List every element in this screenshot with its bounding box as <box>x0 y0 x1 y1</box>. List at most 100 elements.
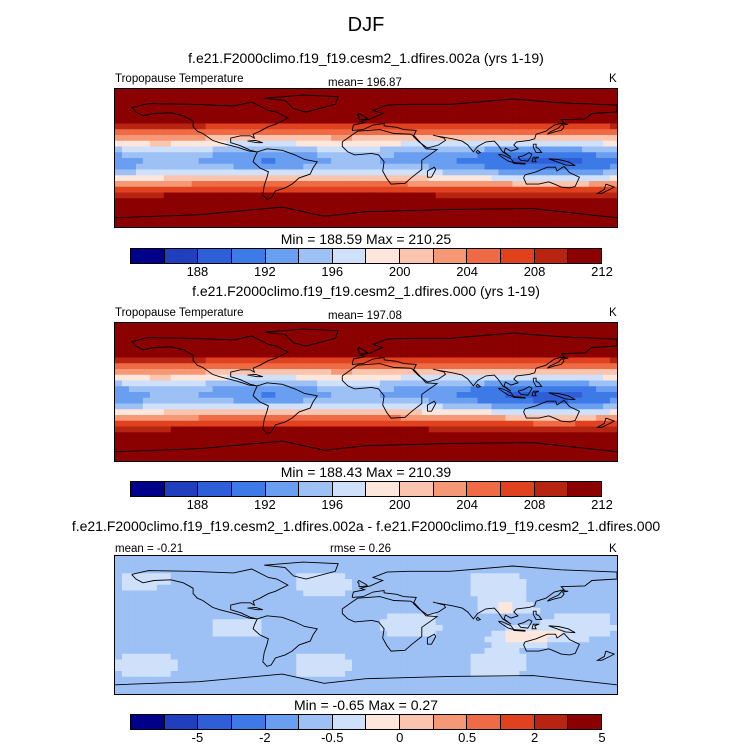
field-cell <box>603 175 611 182</box>
field-cell <box>547 192 555 199</box>
field-cell <box>519 135 527 142</box>
field-cell <box>463 613 472 620</box>
field-cell <box>170 328 179 336</box>
field-cell <box>428 129 437 136</box>
field-cell <box>212 642 221 649</box>
field-cell <box>540 386 548 393</box>
field-cell <box>379 573 388 580</box>
field-cell <box>400 432 409 439</box>
field-cell <box>303 152 311 159</box>
field-cell <box>400 158 409 165</box>
field-cell <box>386 642 395 649</box>
field-cell <box>121 403 130 410</box>
field-cell <box>177 397 186 405</box>
field-cell <box>372 438 381 445</box>
field-cell <box>421 573 430 580</box>
field-cell <box>317 397 325 405</box>
field-cell <box>456 403 465 410</box>
field-cell <box>540 215 548 222</box>
field-cell <box>533 392 541 399</box>
field-cell <box>317 380 325 387</box>
field-cell <box>324 386 332 393</box>
field-cell <box>414 89 423 96</box>
field-cell <box>198 129 207 136</box>
field-cell <box>170 648 179 655</box>
field-cell <box>526 204 534 211</box>
coastline <box>531 156 540 163</box>
field-cell <box>177 619 186 626</box>
field-cell <box>575 135 583 142</box>
field-cell <box>128 573 137 580</box>
field-cell <box>233 175 242 182</box>
field-cell <box>115 129 123 136</box>
field-cell <box>149 653 158 661</box>
field-cell <box>219 369 228 376</box>
field-cell <box>254 181 263 188</box>
field-cell <box>386 584 395 592</box>
field-cell <box>121 369 130 376</box>
field-cell <box>317 328 325 336</box>
field-cell <box>226 158 235 165</box>
field-cell <box>282 181 290 188</box>
field-cell <box>400 590 409 597</box>
field-cell <box>184 613 193 620</box>
field-cell <box>575 432 583 439</box>
field-cell <box>533 186 541 194</box>
field-cell <box>414 619 423 626</box>
field-cell <box>561 386 569 393</box>
field-cell <box>407 556 416 563</box>
field-cell <box>582 89 590 96</box>
field-cell <box>379 432 388 439</box>
field-cell <box>240 374 249 382</box>
field-cell <box>359 146 367 153</box>
field-cell <box>407 642 416 649</box>
field-cell <box>568 351 576 359</box>
field-cell <box>379 584 388 592</box>
field-cell <box>568 146 576 153</box>
field-cell <box>603 146 611 153</box>
field-cell <box>561 106 569 113</box>
field-cell <box>352 409 360 416</box>
field-cell <box>177 426 186 433</box>
field-cell <box>191 175 200 182</box>
field-cell <box>519 653 527 661</box>
field-cell <box>414 397 423 405</box>
field-cell <box>156 181 165 188</box>
field-cell <box>121 392 130 399</box>
field-cell <box>331 169 339 176</box>
field-cell <box>226 351 235 359</box>
field-cell <box>610 158 617 165</box>
field-cell <box>435 682 444 689</box>
field-cell <box>414 346 423 353</box>
field-cell <box>379 659 388 666</box>
field-cell <box>247 688 256 694</box>
field-cell <box>226 94 235 102</box>
field-cell <box>226 380 235 387</box>
field-cell <box>191 334 200 341</box>
field-cell <box>414 374 423 382</box>
field-cell <box>421 386 430 393</box>
field-cell <box>610 169 617 176</box>
field-cell <box>456 619 465 626</box>
field-cell <box>456 573 465 580</box>
field-cell <box>456 198 465 205</box>
field-cell <box>477 204 486 211</box>
field-cell <box>456 602 465 609</box>
field-cell <box>449 192 458 199</box>
field-cell <box>589 158 597 165</box>
field-cell <box>407 602 416 609</box>
field-cell <box>275 129 283 136</box>
field-cell <box>142 443 151 451</box>
field-cell <box>338 573 346 580</box>
field-cell <box>470 455 479 461</box>
field-cell <box>491 386 500 393</box>
field-cell <box>303 89 311 96</box>
field-cell <box>568 323 576 330</box>
colorbar-box <box>332 249 367 263</box>
field-cell <box>226 567 235 574</box>
field-cell <box>191 112 200 119</box>
field-cell <box>372 186 381 194</box>
field-cell <box>379 556 388 563</box>
field-cell <box>191 146 200 153</box>
field-cell <box>561 374 569 382</box>
